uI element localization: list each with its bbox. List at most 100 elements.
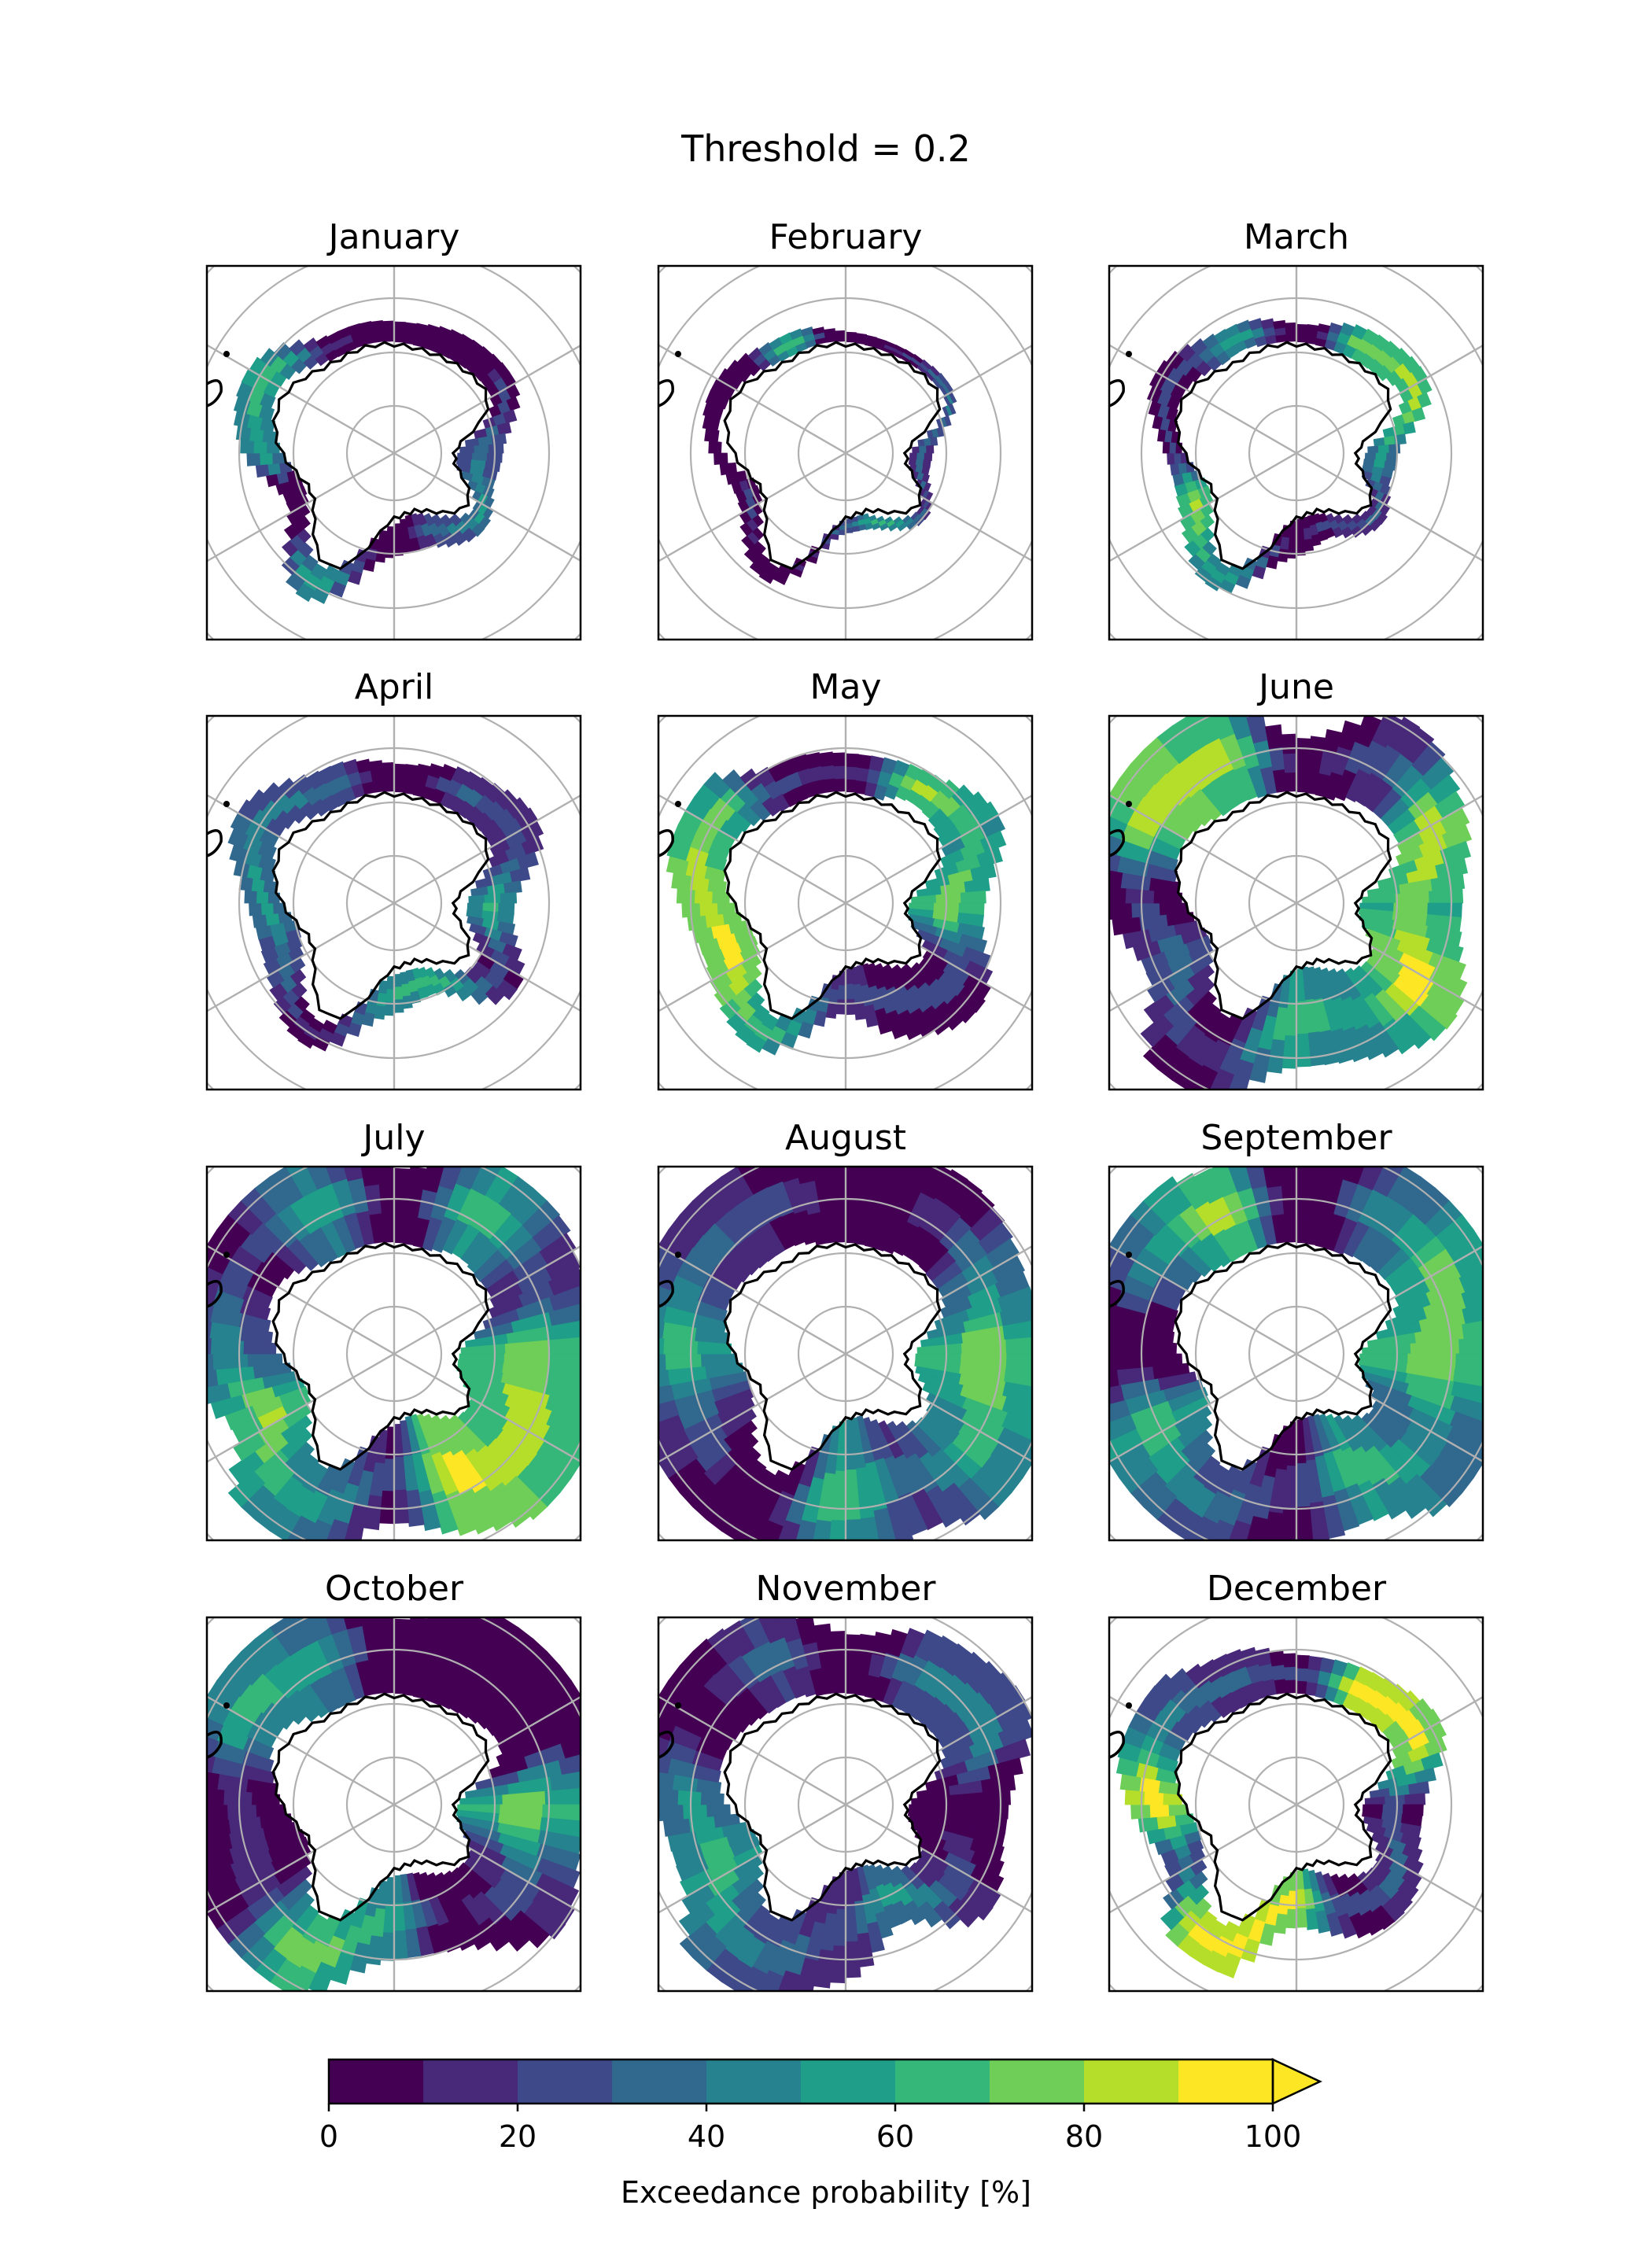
- probability-cell: [544, 1381, 581, 1404]
- panel-title: April: [355, 667, 434, 707]
- probability-cell: [1429, 888, 1464, 904]
- probability-cell: [550, 1771, 581, 1791]
- probability-cell: [1342, 1026, 1369, 1063]
- probability-cell: [978, 1222, 1013, 1255]
- probability-cell: [746, 1033, 766, 1053]
- probability-cell: [510, 1910, 550, 1949]
- probability-cell: [736, 352, 751, 367]
- probability-cell: [491, 433, 507, 445]
- probability-cell: [269, 1617, 304, 1657]
- probability-cell: [1156, 1176, 1193, 1215]
- probability-cell: [828, 1167, 846, 1189]
- probability-cell: [859, 1517, 879, 1540]
- probability-cell: [1408, 1781, 1430, 1795]
- probability-cell: [845, 778, 857, 793]
- probability-cell: [1005, 1337, 1032, 1355]
- probability-cell: [1411, 741, 1446, 776]
- probability-cell: [933, 1901, 961, 1930]
- probability-cell: [789, 328, 803, 341]
- probability-cell: [1417, 392, 1432, 408]
- probability-cell: [1332, 526, 1344, 538]
- probability-cell: [269, 1167, 304, 1206]
- probability-cell: [393, 321, 406, 330]
- panel-title: September: [1200, 1118, 1392, 1158]
- probability-cell: [1285, 328, 1297, 336]
- probability-cell: [1340, 526, 1353, 539]
- probability-cell: [658, 1399, 680, 1423]
- probability-cell: [1109, 834, 1123, 856]
- probability-cell: [1263, 1511, 1283, 1540]
- probability-cell: [532, 1215, 571, 1251]
- probability-field: [658, 1617, 1032, 1991]
- panel-frame: [1108, 1616, 1484, 1993]
- probability-cell: [922, 1005, 950, 1036]
- probability-cell: [544, 1395, 581, 1422]
- colorbar-bin: [518, 2059, 613, 2104]
- probability-cell: [1273, 319, 1286, 330]
- probability-cell: [445, 1490, 477, 1536]
- probability-cell: [498, 902, 515, 914]
- probability-cell: [249, 789, 271, 812]
- probability-field: [207, 1617, 581, 1991]
- probability-cell: [506, 396, 521, 411]
- probability-cell: [706, 1804, 731, 1817]
- map-panel: July: [205, 1118, 582, 1542]
- colorbar-bin: [990, 2059, 1085, 2104]
- probability-cell: [382, 1215, 395, 1243]
- probability-cell: [559, 1754, 581, 1776]
- probability-cell: [1307, 324, 1319, 333]
- probability-cell: [1360, 1909, 1384, 1936]
- probability-cell: [845, 1634, 861, 1655]
- probability-cell: [864, 522, 874, 530]
- probability-cell: [969, 1207, 1005, 1241]
- probability-cell: [812, 1167, 832, 1186]
- probability-cell: [383, 781, 395, 792]
- probability-cell: [265, 473, 279, 488]
- probability-cell: [306, 1167, 333, 1190]
- probability-cell: [838, 529, 846, 536]
- probability-cell: [658, 1353, 666, 1371]
- probability-cell: [455, 1617, 482, 1642]
- probability-cell: [1342, 1167, 1366, 1185]
- probability-cell: [719, 463, 727, 476]
- probability-cell: [1403, 421, 1416, 435]
- probability-cell: [1296, 518, 1304, 532]
- probability-cell: [1140, 1014, 1174, 1048]
- probability-cell: [726, 360, 741, 375]
- probability-cell: [1357, 1480, 1389, 1521]
- probability-cell: [1175, 492, 1192, 508]
- probability-cell: [1458, 1267, 1483, 1293]
- probability-cell: [658, 1444, 699, 1479]
- probability-cell: [393, 533, 403, 546]
- probability-cell: [658, 1337, 665, 1355]
- probability-cell: [1227, 716, 1252, 740]
- probability-cell: [865, 334, 877, 341]
- probability-cell: [263, 879, 277, 894]
- probability-cell: [1260, 318, 1275, 330]
- probability-cell: [658, 1369, 670, 1388]
- probability-cell: [1174, 482, 1189, 497]
- probability-cell: [1311, 1167, 1330, 1188]
- probability-cell: [845, 518, 853, 525]
- probability-cell: [261, 430, 277, 444]
- probability-cell: [1428, 774, 1461, 805]
- probability-cell: [719, 997, 741, 1020]
- probability-cell: [1355, 1024, 1384, 1060]
- probability-cell: [830, 533, 839, 540]
- probability-cell: [463, 1918, 491, 1951]
- probability-cell: [1181, 526, 1199, 544]
- south-america-coastline: [658, 829, 674, 857]
- probability-cell: [948, 1179, 983, 1217]
- probability-cell: [256, 891, 269, 904]
- probability-cell: [1168, 441, 1177, 454]
- probability-cell: [382, 327, 395, 336]
- map-panel: November: [657, 1569, 1034, 1993]
- probability-cell: [207, 1787, 225, 1805]
- probability-cell: [658, 1696, 684, 1726]
- probability-cell: [207, 1735, 219, 1757]
- probability-cell: [326, 1518, 349, 1540]
- probability-cell: [1236, 319, 1252, 334]
- probability-cell: [795, 1617, 817, 1646]
- probability-cell: [777, 1970, 801, 1991]
- probability-cell: [1143, 994, 1174, 1023]
